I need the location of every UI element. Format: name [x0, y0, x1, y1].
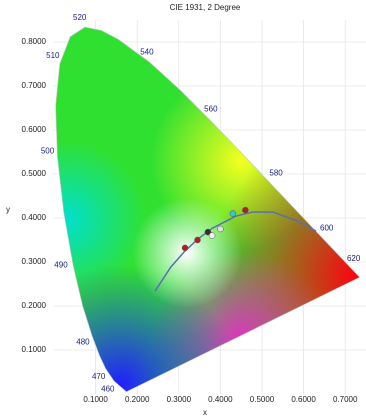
data-point — [208, 232, 216, 239]
y-tick-label: 0.6000 — [22, 125, 47, 134]
planckian-locus — [154, 211, 317, 292]
chart-title: CIE 1931, 2 Degree — [170, 3, 241, 12]
x-tick-label: 0.3000 — [167, 395, 192, 404]
wavelength-label: 490 — [54, 261, 68, 270]
y-axis-label: y — [6, 205, 10, 214]
y-tick-label: 0.5000 — [22, 169, 47, 178]
spectral-locus — [55, 26, 361, 393]
wavelength-label: 580 — [269, 168, 283, 177]
data-point — [204, 228, 212, 236]
x-axis-label: x — [203, 408, 207, 417]
x-tick-label: 0.4000 — [208, 395, 233, 404]
y-tick-label: 0.4000 — [22, 213, 47, 222]
wavelength-label: 510 — [46, 51, 60, 60]
wavelength-label: 500 — [41, 147, 55, 156]
wavelength-label: 600 — [320, 224, 334, 233]
data-point — [217, 225, 224, 233]
y-tick-label: 0.3000 — [22, 257, 47, 266]
x-tick-label: 0.5000 — [250, 395, 275, 404]
data-point — [181, 244, 189, 252]
y-tick-label: 0.7000 — [22, 81, 47, 90]
wavelength-label: 560 — [204, 104, 218, 113]
y-tick-label: 0.2000 — [22, 301, 47, 310]
x-tick-label: 0.1000 — [83, 395, 108, 404]
data-point — [229, 210, 237, 217]
x-tick-label: 0.2000 — [125, 395, 150, 404]
data-point — [194, 236, 201, 244]
wavelength-label: 620 — [347, 254, 361, 263]
y-tick-label: 0.8000 — [22, 37, 47, 46]
x-tick-label: 0.7000 — [333, 395, 358, 404]
wavelength-label: 520 — [73, 13, 87, 22]
wavelength-label: 460 — [101, 385, 115, 394]
data-point — [242, 206, 249, 214]
wavelength-label: 480 — [76, 337, 90, 346]
x-tick-label: 0.6000 — [291, 395, 316, 404]
wavelength-label: 540 — [140, 47, 154, 56]
y-tick-label: 0.1000 — [22, 345, 47, 354]
wavelength-label: 470 — [92, 372, 106, 381]
